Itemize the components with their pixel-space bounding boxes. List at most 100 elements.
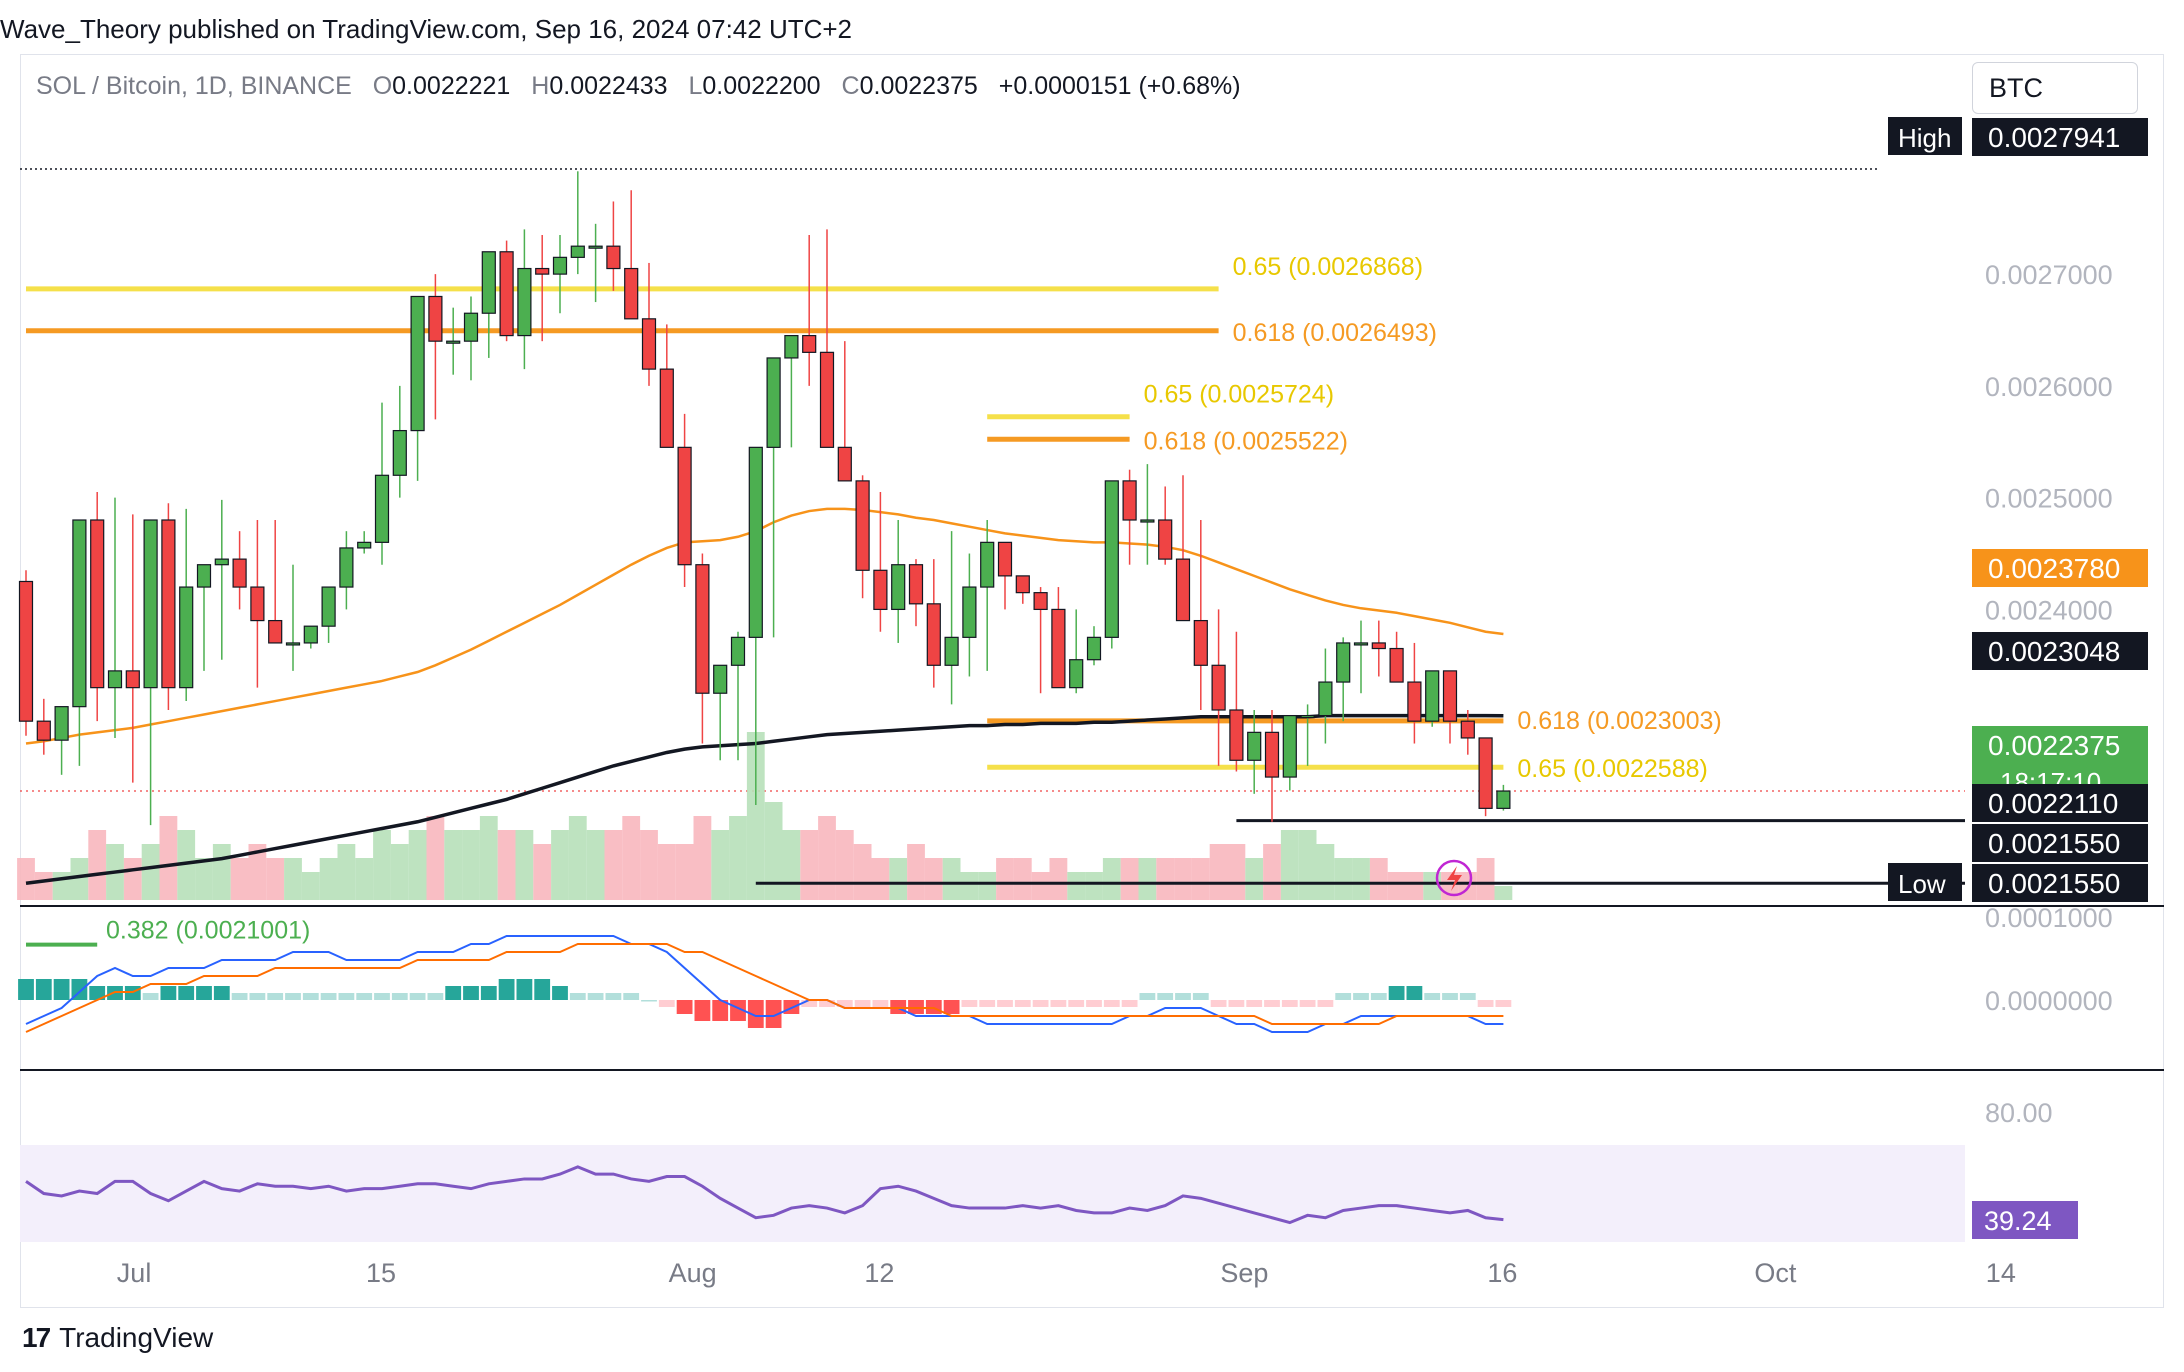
candle-body — [1104, 480, 1119, 638]
volume-bar — [34, 872, 53, 900]
candle-body — [1442, 670, 1458, 722]
candle-body — [855, 480, 870, 571]
fib-label: 0.618 (0.0025522) — [1144, 427, 1348, 455]
volume-bar — [479, 816, 498, 900]
candle-body — [641, 318, 657, 370]
tradingview-logo: 17 — [22, 1322, 51, 1353]
volume-bar — [266, 858, 285, 900]
x-tick-label: Oct — [1754, 1258, 1797, 1288]
macd-histogram-bar — [1228, 1000, 1245, 1007]
candle-body — [1051, 608, 1066, 689]
volume-bar — [301, 872, 320, 900]
volume-bar — [1227, 844, 1246, 900]
macd-histogram-bar — [89, 986, 106, 1000]
candle-body — [499, 251, 514, 337]
candle-body — [250, 586, 265, 622]
candle-body — [730, 636, 746, 666]
volume-bar — [1387, 872, 1406, 900]
candle-body — [1300, 714, 1315, 719]
volume-bar — [1209, 844, 1228, 900]
candle-body — [1229, 709, 1244, 761]
candle-body — [1122, 480, 1137, 521]
macd-histogram-bar — [1192, 993, 1209, 1000]
lightning-icon — [1447, 866, 1462, 891]
candle-body — [125, 670, 140, 689]
macd-histogram-bar — [285, 993, 301, 1000]
candle-body — [659, 368, 674, 448]
candle-body — [926, 603, 941, 666]
macd-histogram-bar — [1406, 986, 1423, 1000]
macd-histogram-bar — [641, 1000, 657, 1002]
macd-histogram-bar — [872, 1000, 889, 1007]
volume-bar — [1352, 858, 1370, 900]
volume-bar — [390, 844, 409, 900]
volume-bar — [1120, 858, 1139, 900]
volume-bar — [1191, 858, 1210, 900]
symbol-name[interactable]: SOL / Bitcoin, 1D, BINANCE — [36, 72, 352, 100]
candle-body — [161, 519, 176, 689]
macd-histogram-bar — [712, 1000, 729, 1021]
price-label-tag-box — [1888, 117, 1962, 155]
volume-bar — [1280, 830, 1299, 900]
macd-histogram-bar — [498, 979, 515, 1000]
price-label-tag: Low — [1898, 869, 1946, 899]
macd-histogram-bar — [18, 979, 34, 1000]
candle-body — [1496, 790, 1511, 809]
x-tick-label: 16 — [1487, 1258, 1517, 1288]
macd-histogram-bar — [552, 986, 568, 1000]
candle-body — [1478, 737, 1493, 809]
candle-body — [179, 586, 194, 689]
macd-histogram-bar — [801, 1000, 818, 1007]
volume-bar — [657, 844, 676, 900]
currency-button[interactable]: BTC — [1972, 62, 2138, 114]
volume-bar — [533, 844, 552, 900]
fib-label: 0.382 (0.0021001) — [106, 917, 310, 945]
price-label-box — [1972, 864, 2148, 902]
candle-body — [1086, 636, 1102, 661]
macd-histogram-bar — [1139, 993, 1156, 1000]
macd-histogram-bar — [196, 986, 212, 1000]
fib-label: 0.65 (0.0025724) — [1144, 381, 1334, 409]
volume-bar — [212, 844, 231, 900]
volume-bar — [1156, 858, 1175, 900]
x-tick-label: 15 — [366, 1258, 396, 1288]
candle-body — [1425, 670, 1440, 722]
rsi-value-label: 39.24 — [1984, 1206, 2052, 1236]
candle-body — [285, 642, 301, 646]
candle-body — [1211, 664, 1226, 711]
price-label-box — [1972, 549, 2148, 587]
volume-bar — [373, 830, 391, 900]
volume-bar — [123, 858, 142, 900]
macd-histogram-bar — [213, 986, 230, 1000]
macd-histogram-bar — [605, 993, 622, 1000]
candle-body — [1407, 681, 1422, 722]
candle-body — [1318, 681, 1333, 717]
candle-body — [1336, 642, 1351, 683]
footer-brand[interactable]: 17 TradingView — [22, 1322, 213, 1354]
macd-histogram-bar — [231, 993, 248, 1000]
price-label-box — [1972, 824, 2148, 862]
macd-histogram-bar — [1175, 993, 1191, 1000]
volume-bar — [551, 830, 569, 900]
volume-bar — [444, 830, 463, 900]
macd-histogram-bar — [374, 993, 390, 1000]
macd-histogram-bar — [1424, 993, 1441, 1000]
candle-body — [1282, 714, 1297, 778]
volume-bar — [248, 844, 267, 900]
price-tick-label: 0.0027000 — [1985, 260, 2113, 290]
candle-body — [944, 636, 959, 666]
volume-bar — [693, 816, 712, 900]
rsi-line — [25, 1165, 1504, 1225]
volume-bar — [159, 816, 178, 900]
price-label-box — [1972, 632, 2148, 670]
macd-histogram-bar — [391, 993, 408, 1000]
candle-body — [908, 564, 924, 605]
volume-bar — [907, 844, 925, 900]
candle-body — [54, 706, 69, 741]
macd-histogram-bar — [765, 1000, 782, 1028]
candle-body — [18, 580, 34, 722]
candle-body — [107, 670, 123, 689]
volume-bar — [1405, 872, 1424, 900]
macd-histogram-bar — [516, 979, 533, 1000]
